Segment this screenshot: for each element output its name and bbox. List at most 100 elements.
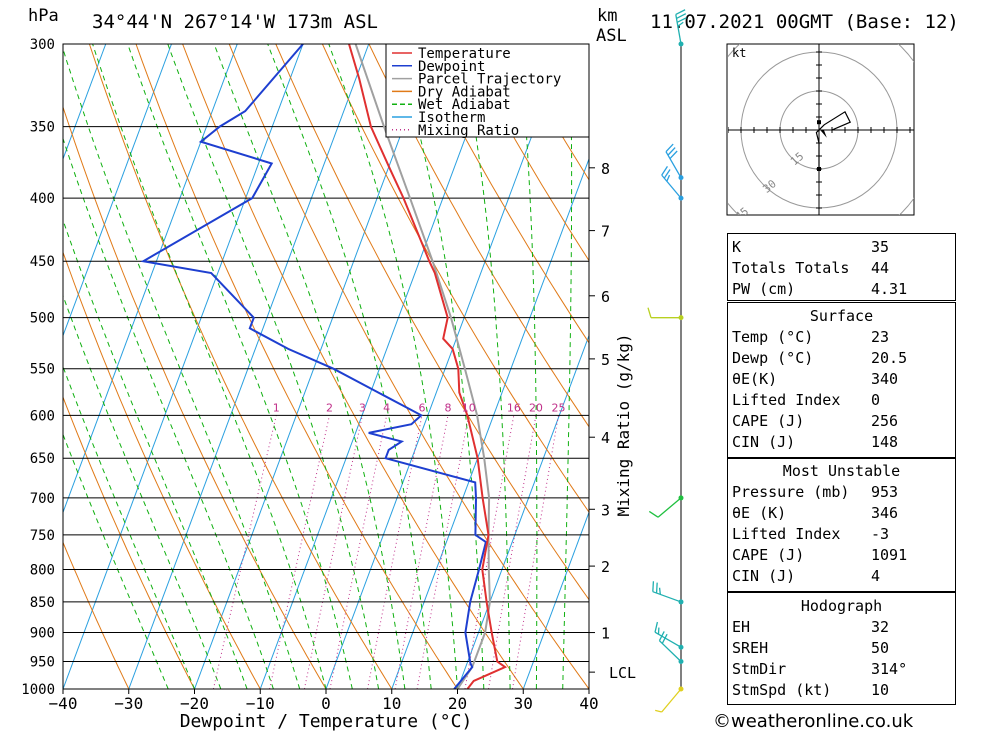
isotherm-line [63,44,172,338]
x-tick-label: 0 [321,694,331,713]
wind-barb-flag [648,510,659,518]
surface-row: θE(K) 340 [728,368,955,389]
wind-barb-flag [675,9,686,16]
index-row-pw: PW (cm) 4.31 [728,278,955,299]
mixing-ratio-line [512,415,559,689]
hodo-value: 32 [871,617,890,636]
mu-row: Pressure (mb) 953 [728,481,955,502]
mixing-ratio-label: 2 [326,401,333,414]
mixing-ratio-axis-label: Mixing Ratio (g/kg) [614,333,633,516]
x-tick-label: −30 [114,694,143,713]
isotherm-line [63,44,107,161]
pressure-tick-label: 750 [30,528,55,544]
wind-barb [661,174,682,199]
hodo-value: 314° [871,659,908,678]
mu-label: CIN (J) [732,566,796,585]
parcel-trajectory-line [354,44,491,689]
surface-row: CAPE (J) 256 [728,410,955,431]
legend-label: Temperature [418,46,511,62]
mu-value: 953 [871,482,899,501]
wind-barb-flag [661,166,668,176]
dry-adiabat-line [63,541,130,689]
wet-adiabat-line [127,44,353,689]
axes: 1 2 3 4 6 8 10 16 20 25−40 −30 −20 −10 0 10 20 30 40Dewpo… [49,160,637,732]
hodo-value: 50 [871,638,890,657]
km-tick-label: 2 [601,558,610,576]
mixing-ratio-label: 4 [383,401,390,414]
mixing-ratio-label: 16 [507,401,521,414]
height-unit-asl: ASL [596,26,627,46]
km-tick-label: 1 [601,625,610,643]
wind-barb-flag [655,709,662,713]
mixing-ratio-line [416,415,470,689]
dry-adiabat-line [63,105,327,689]
wind-barb [654,631,682,648]
wind-barb-flag [654,621,659,633]
mu-value: 346 [871,503,899,522]
surface-row: Lifted Index 0 [728,389,955,410]
hodograph-ring-label: 45 [733,205,752,223]
lcl-label: LCL [609,664,636,682]
index-label: PW (cm) [732,279,796,298]
x-tick-label: −20 [180,694,209,713]
wind-barb [652,591,682,603]
wind-barb [657,497,682,518]
wind-barb-flag [655,582,658,594]
isotherm-line [457,334,589,689]
datetime-title: 11.07.2021 00GMT (Base: 12) [650,11,959,33]
hodo-value: 10 [871,680,890,699]
mu-label: CAPE (J) [732,545,805,564]
wind-barb-flag [676,13,687,19]
wind-barb-flag [661,633,668,644]
index-value: 35 [871,237,890,256]
pressure-tick-label: 500 [30,311,55,327]
isotherm-line [128,44,370,689]
mixing-ratio-line [303,415,363,689]
x-tick-label: 20 [448,694,467,713]
x-tick-label: 10 [382,694,401,713]
location-title: 34°44'N 267°14'W 173m ASL [92,11,378,33]
dewpoint-line [140,44,488,689]
pressure-tick-label: 800 [30,562,55,578]
dry-adiabat-line [368,44,589,428]
mixing-ratio-lines [212,415,559,689]
surface-label: CIN (J) [732,432,796,451]
wet-adiabat-line [562,44,573,689]
km-tick-label: 6 [601,288,610,306]
wind-barb [665,151,682,178]
mu-label: Pressure (mb) [732,482,850,501]
mixing-ratio-line [269,415,330,689]
surface-value: 0 [871,390,881,409]
wet-adiabat-line [63,433,169,689]
legend-label: Dry Adiabat [418,84,511,100]
wind-barb [661,688,682,713]
height-unit: km [597,6,618,26]
sounding-profiles [140,44,508,689]
hodo-label: EH [732,617,751,636]
wind-barb-flag [669,150,678,160]
surface-value: 148 [871,432,899,451]
isotherm-line [522,510,589,689]
wind-barb-flag [676,17,687,23]
surface-row: CIN (J) 148 [728,431,955,452]
wind-barb-flag [647,307,652,318]
index-value: 44 [871,258,890,277]
hodograph-title: Hodograph [800,596,883,615]
legend-label: Isotherm [418,110,485,126]
dry-adiabat-line [975,44,1000,689]
mu-value: 1091 [871,545,908,564]
wind-barb-flag [667,147,676,156]
hodo-row: StmDir 314° [728,658,955,679]
mixing-ratio-label: 6 [419,401,426,414]
index-row-tt: Totals Totals 44 [728,257,955,278]
mu-row: Lifted Index -3 [728,523,955,544]
temperature-line [348,44,508,689]
isotherm-line [63,44,238,514]
km-tick-label: 5 [601,351,610,369]
dry-adiabat-line [228,44,589,689]
mixing-ratio-line [488,415,537,689]
indices-box: K 35 Totals Totals 44 PW (cm) 4.31 [727,233,956,301]
x-tick-label: 30 [514,694,533,713]
